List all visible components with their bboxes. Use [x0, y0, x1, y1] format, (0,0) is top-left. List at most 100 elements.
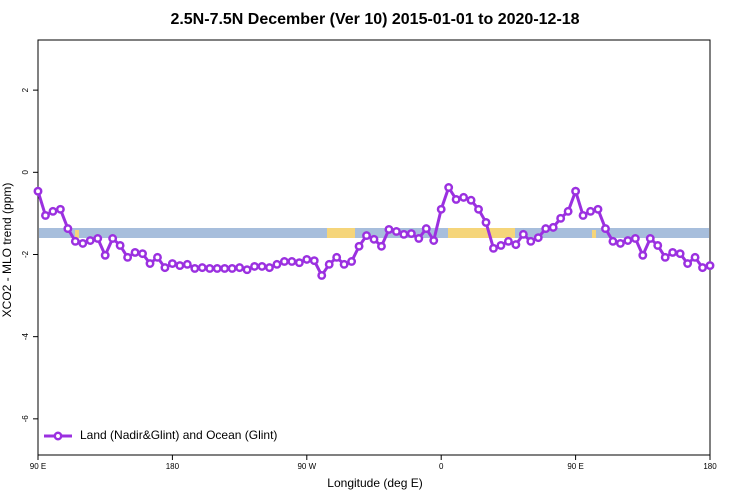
point — [578, 211, 588, 220]
point — [406, 229, 416, 238]
land-band — [75, 230, 79, 238]
point — [608, 236, 618, 246]
point — [563, 206, 573, 216]
point — [451, 194, 461, 204]
point — [167, 259, 177, 268]
point — [332, 252, 342, 262]
x-tick-label: 90 E — [30, 462, 46, 471]
x-tick-label: 90 E — [567, 462, 583, 471]
point — [593, 204, 603, 214]
point — [257, 261, 267, 271]
point — [369, 234, 379, 244]
x-tick-label: 0 — [439, 462, 444, 471]
plot-frame — [37, 39, 711, 456]
point — [250, 261, 259, 271]
point — [227, 264, 237, 273]
point — [421, 224, 431, 234]
point — [511, 240, 521, 250]
point — [615, 238, 625, 248]
point — [384, 224, 394, 234]
point — [78, 238, 88, 248]
surface-mask — [39, 228, 709, 238]
point — [317, 270, 327, 280]
point — [272, 259, 282, 269]
point — [601, 224, 610, 234]
point — [235, 263, 245, 273]
legend-marker — [53, 431, 63, 441]
point — [55, 204, 65, 214]
point — [668, 247, 678, 257]
point — [123, 252, 133, 262]
point — [474, 204, 483, 214]
point — [459, 192, 469, 202]
chart-title: 2.5N-7.5N December (Ver 10) 2015-01-01 t… — [170, 11, 579, 28]
point — [399, 229, 409, 239]
point — [660, 252, 670, 262]
point — [100, 250, 110, 260]
point — [41, 211, 50, 220]
point — [220, 264, 230, 273]
point — [115, 240, 125, 250]
point — [309, 256, 319, 266]
point — [496, 240, 506, 250]
point — [526, 236, 536, 246]
x-tick-label: 90 W — [297, 462, 316, 471]
point — [518, 229, 528, 239]
y-tick-label: 2 — [21, 87, 30, 92]
y-axis-label: XCO2 - MLO trend (ppm) — [0, 183, 14, 318]
point — [571, 186, 581, 196]
point — [698, 263, 707, 273]
point — [175, 261, 185, 271]
point — [354, 241, 364, 251]
point — [705, 261, 715, 271]
point — [653, 240, 663, 250]
point — [414, 234, 424, 243]
y-tick-label: -4 — [21, 333, 30, 341]
point — [541, 224, 551, 234]
point — [466, 195, 476, 205]
point — [85, 236, 95, 245]
point — [444, 183, 454, 192]
point — [63, 224, 73, 234]
point — [48, 206, 58, 216]
point — [586, 206, 595, 216]
point — [153, 252, 162, 262]
point — [339, 259, 349, 269]
point — [623, 236, 633, 245]
land-band — [592, 230, 596, 238]
point — [197, 263, 207, 273]
point — [533, 233, 543, 243]
point — [70, 236, 80, 246]
point — [138, 249, 147, 259]
legend-label: Land (Nadir&Glint) and Ocean (Glint) — [80, 428, 277, 442]
point — [638, 250, 648, 260]
point — [33, 186, 43, 196]
point — [279, 257, 289, 266]
point — [182, 259, 192, 269]
point — [108, 234, 118, 243]
point — [130, 247, 140, 257]
point — [683, 259, 693, 268]
point — [242, 265, 252, 275]
point — [481, 217, 491, 227]
point — [429, 236, 439, 245]
point — [212, 264, 222, 273]
point — [287, 257, 297, 266]
x-tick-label: 180 — [703, 462, 717, 471]
point — [160, 263, 170, 273]
point — [324, 259, 334, 269]
point — [489, 243, 498, 253]
point — [377, 241, 386, 251]
point — [145, 259, 155, 268]
point — [190, 264, 200, 273]
point — [556, 213, 566, 223]
y-tick-label: -2 — [21, 250, 30, 258]
point — [690, 252, 700, 262]
point — [548, 222, 558, 232]
point — [205, 264, 215, 273]
y-tick-label: -6 — [21, 415, 30, 423]
point — [630, 234, 640, 243]
x-axis-label: Longitude (deg E) — [327, 476, 422, 490]
point — [675, 249, 685, 259]
